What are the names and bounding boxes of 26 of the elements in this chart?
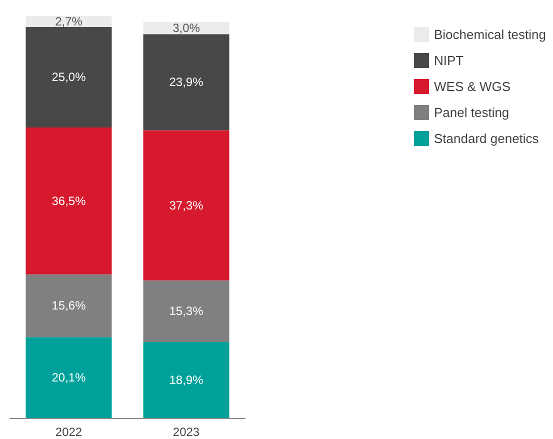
data-label: 2,7% bbox=[55, 14, 83, 28]
legend-label: Biochemical testing bbox=[434, 27, 546, 42]
data-label: 23,9% bbox=[169, 75, 204, 90]
legend-label: Standard genetics bbox=[434, 131, 540, 146]
data-label: 3,0% bbox=[172, 21, 200, 36]
bar bbox=[26, 16, 112, 27]
legend-label: WES & WGS bbox=[434, 79, 511, 94]
bar bbox=[143, 130, 230, 280]
legend-label: Panel testing bbox=[434, 105, 510, 120]
data-label: 36,5% bbox=[52, 194, 86, 208]
legend-label: NIPT bbox=[434, 53, 464, 68]
bar bbox=[26, 127, 112, 274]
data-label: 20,1% bbox=[52, 370, 86, 385]
bar bbox=[143, 280, 230, 342]
bar bbox=[143, 342, 230, 418]
x-tick-label: 2023 bbox=[172, 425, 200, 439]
bar bbox=[143, 34, 230, 130]
bar bbox=[26, 274, 112, 338]
data-label: 18,9% bbox=[169, 372, 204, 387]
data-label: 15,3% bbox=[169, 304, 204, 318]
data-label: 25,0% bbox=[52, 70, 86, 84]
bar bbox=[26, 26, 112, 128]
data-label: 15,6% bbox=[52, 298, 86, 313]
x-tick-label: 2022 bbox=[55, 425, 82, 439]
bar bbox=[26, 337, 112, 418]
data-label: 37,3% bbox=[169, 198, 204, 212]
